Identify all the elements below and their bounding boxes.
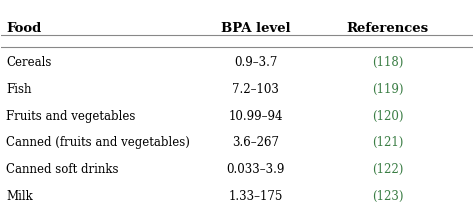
- Text: 10.99–94: 10.99–94: [228, 110, 283, 123]
- Text: 7.2–103: 7.2–103: [232, 83, 279, 96]
- Text: 1.33–175: 1.33–175: [228, 190, 283, 203]
- Text: References: References: [346, 22, 429, 35]
- Text: 0.033–3.9: 0.033–3.9: [227, 163, 285, 176]
- Text: Fruits and vegetables: Fruits and vegetables: [6, 110, 136, 123]
- Text: (122): (122): [372, 163, 403, 176]
- Text: (123): (123): [372, 190, 403, 203]
- Text: (119): (119): [372, 83, 403, 96]
- Text: (118): (118): [372, 56, 403, 69]
- Text: Milk: Milk: [6, 190, 33, 203]
- Text: Cereals: Cereals: [6, 56, 52, 69]
- Text: 3.6–267: 3.6–267: [232, 136, 279, 149]
- Text: Food: Food: [6, 22, 41, 35]
- Text: (120): (120): [372, 110, 403, 123]
- Text: 0.9–3.7: 0.9–3.7: [234, 56, 278, 69]
- Text: Canned (fruits and vegetables): Canned (fruits and vegetables): [6, 136, 190, 149]
- Text: Canned soft drinks: Canned soft drinks: [6, 163, 118, 176]
- Text: BPA level: BPA level: [221, 22, 291, 35]
- Text: Fish: Fish: [6, 83, 32, 96]
- Text: (121): (121): [372, 136, 403, 149]
